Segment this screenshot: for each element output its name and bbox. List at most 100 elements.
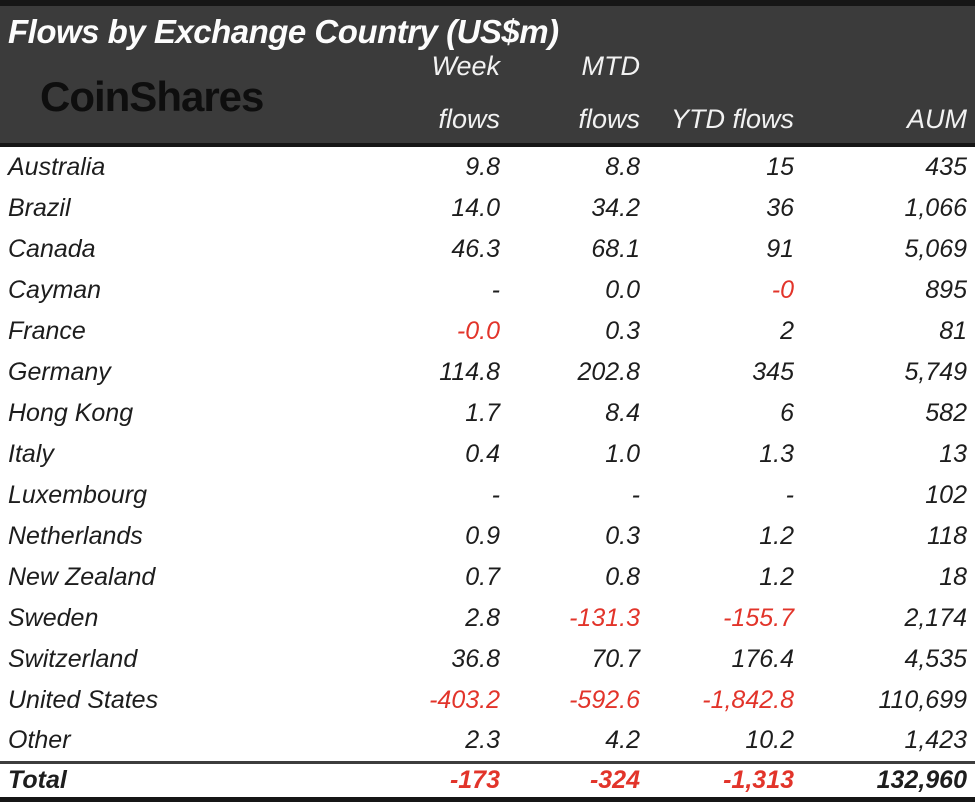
table-row: Other 2.3 4.2 10.2 1,423 [0, 721, 975, 762]
mtd-flows-value: 68.1 [591, 235, 640, 263]
mtd-flows-value: -592.6 [569, 686, 640, 714]
mtd-flows-value: 34.2 [591, 194, 640, 222]
column-header-line1: Week [431, 51, 500, 81]
table-row: Luxembourg - - - 102 [0, 475, 975, 516]
table-row: Germany 114.8 202.8 345 5,749 [0, 352, 975, 393]
country-name: Luxembourg [8, 481, 147, 509]
country-name: Switzerland [8, 645, 138, 673]
aum-value: 1,423 [904, 726, 967, 755]
total-ytd-flows-value: -1,313 [648, 760, 802, 797]
table-row: Brazil 14.0 34.2 36 1,066 [0, 188, 975, 229]
mtd-flows-value: 0.8 [605, 563, 640, 591]
table-row: Italy 0.4 1.0 1.3 13 [0, 434, 975, 475]
aum-value: 895 [925, 276, 967, 304]
ytd-flows-value: 345 [752, 358, 794, 386]
week-flows-value: 14.0 [451, 194, 500, 222]
ytd-flows-value: 1.2 [759, 563, 794, 591]
ytd-flows-value: 176.4 [731, 645, 794, 673]
ytd-flows-value: - [785, 481, 794, 509]
country-name: Italy [8, 440, 54, 468]
country-name: United States [8, 686, 159, 714]
table-row: France -0.0 0.3 2 81 [0, 311, 975, 352]
country-name: Australia [8, 153, 106, 181]
country-name: Brazil [8, 194, 71, 222]
column-header-mtd-flows: MTD flows [508, 51, 648, 143]
ytd-flows-value: -0 [771, 276, 794, 304]
country-name: Hong Kong [8, 399, 134, 427]
country-name: Cayman [8, 276, 102, 304]
mtd-flows-value: 0.3 [605, 317, 640, 345]
table-row: Australia 9.8 8.8 15 435 [0, 147, 975, 188]
column-header-line2: YTD flows [670, 103, 794, 134]
week-flows-value: 0.7 [465, 563, 500, 591]
table-row: Switzerland 36.8 70.7 176.4 4,535 [0, 639, 975, 680]
aum-value: 5,069 [904, 235, 967, 263]
mtd-flows-value: 70.7 [591, 645, 640, 673]
table-row: Netherlands 0.9 0.3 1.2 118 [0, 516, 975, 557]
report-header: Flows by Exchange Country (US$m) CoinSha… [0, 6, 975, 147]
aum-value: 4,535 [904, 645, 967, 673]
total-mtd-flows-value: -324 [508, 760, 648, 797]
mtd-flows-value: 1.0 [605, 440, 640, 468]
country-name: Netherlands [8, 522, 143, 550]
column-header-line1: MTD [581, 51, 640, 81]
ytd-flows-value: 1.2 [759, 522, 794, 550]
total-week-flows-value: -173 [350, 760, 508, 797]
total-row: Total -173 -324 -1,313 132,960 [0, 760, 975, 797]
mtd-flows-value: -131.3 [569, 604, 640, 632]
country-name: New Zealand [8, 563, 156, 591]
column-header-row: CoinShares Week flows MTD flows YTD flow… [0, 51, 975, 143]
aum-value: 2,174 [904, 604, 967, 632]
aum-value: 582 [925, 399, 967, 427]
total-aum-value: 132,960 [802, 760, 975, 797]
mtd-flows-value: 8.8 [605, 153, 640, 181]
aum-value: 1,066 [904, 194, 967, 222]
mtd-flows-value: 0.3 [605, 522, 640, 550]
table-row: Canada 46.3 68.1 91 5,069 [0, 229, 975, 270]
country-name: Germany [8, 358, 111, 386]
column-header-week-flows: Week flows [350, 51, 508, 143]
week-flows-value: - [491, 276, 500, 304]
column-header-line2: AUM [907, 103, 967, 134]
table-row: Cayman - 0.0 -0 895 [0, 270, 975, 311]
mtd-flows-value: 202.8 [577, 358, 640, 386]
week-flows-value: 36.8 [451, 645, 500, 673]
week-flows-value: 1.7 [465, 399, 500, 427]
mtd-flows-value: - [631, 481, 640, 509]
aum-value: 5,749 [904, 358, 967, 386]
country-name: Other [8, 726, 71, 755]
aum-value: 81 [939, 317, 967, 345]
aum-value: 18 [939, 563, 967, 591]
aum-value: 435 [925, 153, 967, 181]
mtd-flows-value: 4.2 [605, 726, 640, 755]
country-name: France [8, 317, 86, 345]
week-flows-value: 114.8 [439, 358, 500, 386]
ytd-flows-value: -1,842.8 [702, 686, 794, 714]
table-row: New Zealand 0.7 0.8 1.2 18 [0, 557, 975, 598]
top-border-strip [0, 0, 975, 6]
column-header-ytd-flows: YTD flows [648, 51, 802, 143]
ytd-flows-value: 2 [780, 317, 794, 345]
week-flows-value: - [491, 481, 500, 509]
week-flows-value: 0.9 [465, 522, 500, 550]
ytd-flows-value: 36 [766, 194, 794, 222]
ytd-flows-value: 6 [780, 399, 794, 427]
column-header-line2: flows [578, 103, 640, 134]
country-name: Canada [8, 235, 96, 263]
ytd-flows-value: 1.3 [759, 440, 794, 468]
flows-table: Australia 9.8 8.8 15 435 Brazil 14.0 34.… [0, 147, 975, 797]
week-flows-value: 46.3 [451, 235, 500, 263]
bottom-border-strip [0, 797, 975, 802]
total-label: Total [0, 760, 350, 797]
table-row: United States -403.2 -592.6 -1,842.8 110… [0, 680, 975, 721]
coinshares-logo: CoinShares [40, 73, 264, 120]
ytd-flows-value: 10.2 [745, 726, 794, 755]
report-title: Flows by Exchange Country (US$m) [8, 13, 559, 50]
table-body: Australia 9.8 8.8 15 435 Brazil 14.0 34.… [0, 147, 975, 762]
week-flows-value: 2.3 [465, 726, 500, 755]
week-flows-value: 2.8 [465, 604, 500, 632]
aum-value: 102 [925, 481, 967, 509]
week-flows-value: 0.4 [465, 440, 500, 468]
week-flows-value: 9.8 [465, 153, 500, 181]
